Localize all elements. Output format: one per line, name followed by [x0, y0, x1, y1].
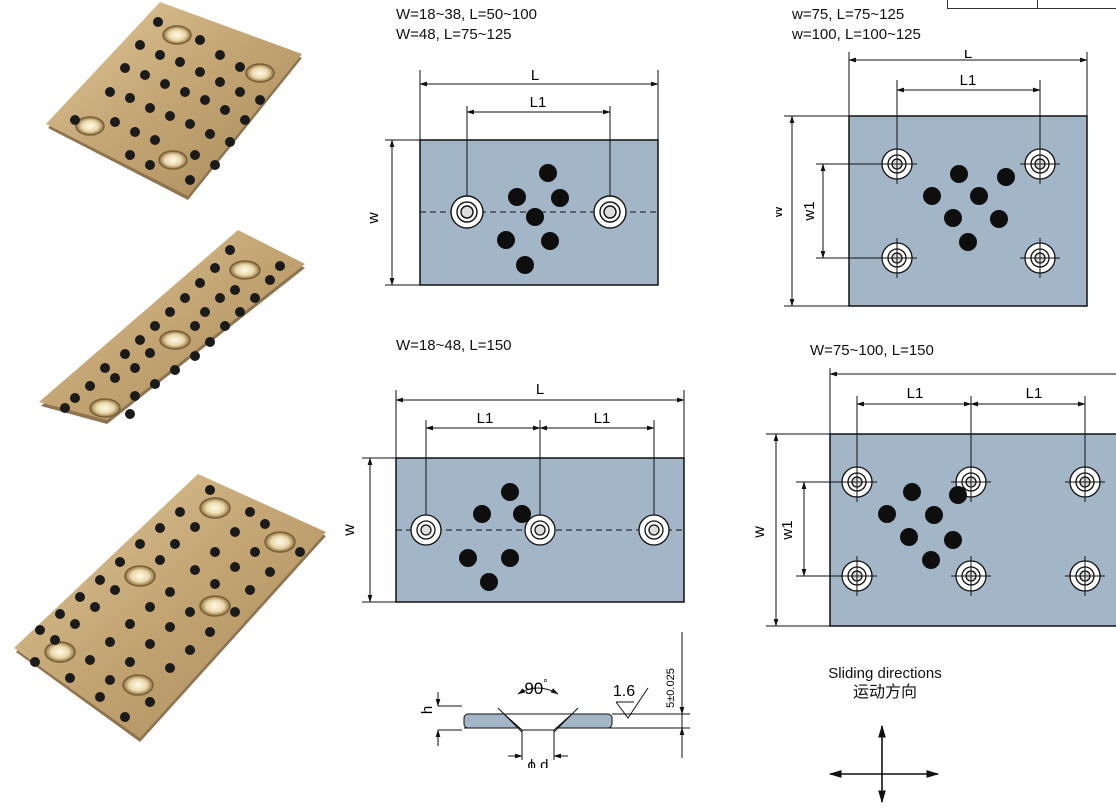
graphite-plugs — [497, 164, 569, 274]
dim-L: L — [531, 67, 539, 84]
dim-L1: L1 — [960, 72, 977, 89]
dim-thickness: 5±0.025 — [665, 668, 677, 708]
dim-h: h — [419, 706, 436, 714]
caption-top-right-1: w=75, L=75~125 — [792, 6, 905, 23]
bronze-plate-photo-3 — [14, 474, 326, 742]
dim-diameter: ϕ d — [528, 757, 549, 768]
sliding-direction-arrows — [828, 724, 940, 804]
caption-mid-right: W=75~100, L=150 — [810, 342, 934, 359]
dim-W: w — [776, 206, 786, 219]
dim-w1: w1 — [779, 520, 796, 540]
caption-mid-left: W=18~48, L=150 — [396, 337, 512, 354]
bronze-plate-photo-2 — [39, 230, 305, 424]
dim-W: w — [370, 212, 382, 225]
plate-body — [829, 433, 1116, 627]
caption-top-left-2: W=48, L=75~125 — [396, 26, 512, 43]
dim-L1-b: L1 — [594, 410, 611, 427]
dim-L: L — [536, 381, 544, 398]
table-fragment — [947, 0, 1116, 9]
plate-body — [848, 115, 1088, 307]
table-divider — [1037, 0, 1038, 9]
dim-L1-a: L1 — [477, 410, 494, 427]
roughness: 1.6 — [613, 683, 635, 700]
caption-top-right-2: w=100, L=100~125 — [792, 26, 921, 43]
mount-hole — [450, 195, 484, 229]
mount-holes — [410, 514, 670, 546]
dim-angle: 90° — [524, 678, 547, 698]
dim-L1-b: L1 — [1026, 385, 1043, 402]
mount-hole — [593, 195, 627, 229]
bronze-plate-photo-1 — [46, 2, 302, 200]
dim-L1: L1 — [530, 94, 547, 111]
drawing-three-hole-plate: L L1 L1 w — [341, 381, 685, 603]
drawing-six-hole-plate: L1 L1 w w1 — [752, 368, 1116, 627]
drawing-two-hole-plate: L L1 w — [370, 67, 659, 286]
dim-W: w — [752, 526, 768, 539]
sliding-directions-label: Sliding directions 运动方向 — [790, 664, 980, 702]
graphite-plugs — [878, 483, 967, 569]
graphite-plugs — [459, 483, 531, 591]
dim-L1-a: L1 — [907, 385, 924, 402]
graphite-plugs — [923, 165, 1015, 251]
sliding-directions-en: Sliding directions — [828, 665, 942, 682]
dim-w1: w1 — [801, 201, 818, 221]
caption-top-left-1: W=18~38, L=50~100 — [396, 6, 537, 23]
dim-L: L — [964, 50, 972, 62]
cross-section-detail: h 90° ϕ d 1.6 5±0.025 — [419, 632, 690, 768]
drawing-four-hole-plate: L L1 w w1 — [776, 50, 1088, 307]
dim-W: w — [341, 524, 358, 537]
sliding-directions-cn: 运动方向 — [852, 684, 917, 701]
